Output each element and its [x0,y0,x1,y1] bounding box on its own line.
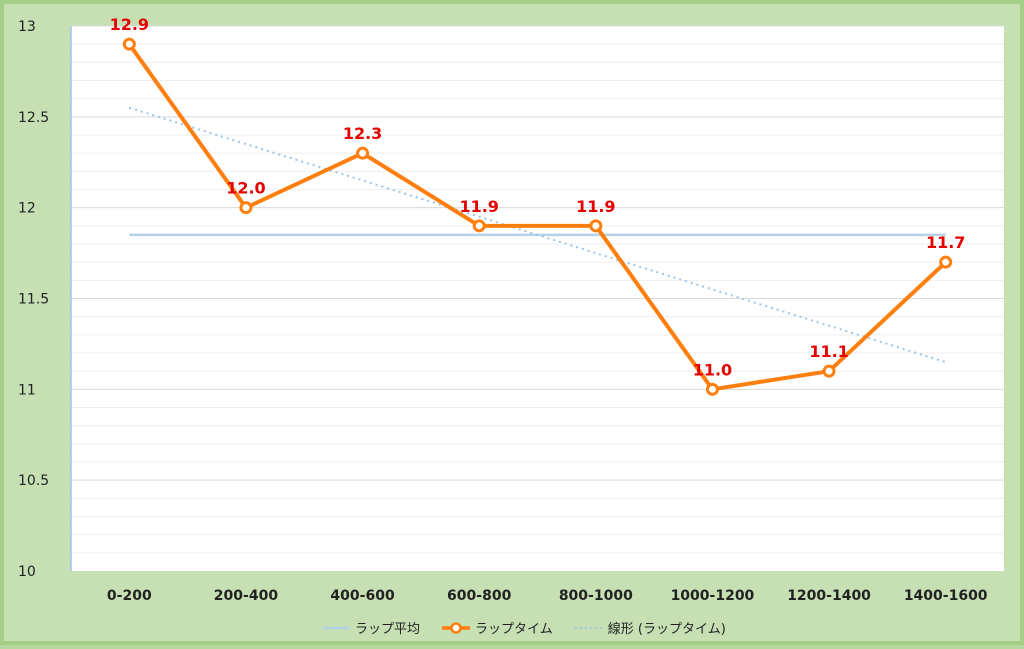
legend-label: ラップ平均 [355,622,420,637]
y-tick-label: 10.5 [18,473,49,489]
series [122,37,953,396]
data-labels: 12.9 12.0 12.3 11.9 11.9 11.0 11.1 11.7 [110,15,966,379]
x-axis-ticks: 0-200 200-400 400-600 600-800 800-1000 1000-1… [107,588,988,604]
x-tick-label: 0-200 [107,588,152,604]
data-point [356,146,370,160]
legend-item: ラップ平均 [322,622,420,637]
data-label: 11.1 [809,342,848,361]
data-point [589,219,603,233]
data-point [239,201,253,215]
data-label: 12.0 [226,179,265,198]
legend-label: ラップタイム [475,622,553,637]
y-tick-label: 10 [18,564,36,580]
data-label: 11.0 [693,360,732,379]
data-point [939,255,953,269]
x-tick-label: 800-1000 [559,588,633,604]
legend-marker [450,622,462,634]
y-tick-label: 11 [18,382,36,398]
x-tick-label: 600-800 [447,588,512,604]
legend: ラップ平均 ラップタイム 線形 (ラップタイム) [322,621,726,637]
x-tick-label: 400-600 [330,588,395,604]
data-point [705,382,719,396]
data-label: 11.7 [926,233,965,252]
y-tick-label: 12 [18,201,36,217]
data-point [822,364,836,378]
y-tick-label: 11.5 [18,292,49,308]
gridlines [71,25,1004,554]
data-label: 12.9 [110,15,149,34]
legend-item: ラップタイム [442,622,553,637]
y-axis-ticks: 10 10.5 11 11.5 12 12.5 13 [18,19,49,580]
x-tick-label: 1000-1200 [671,588,755,604]
legend-label: 線形 (ラップタイム) [608,621,726,637]
lap-time-chart: 10 10.5 11 11.5 12 12.5 13 0-200 200-400 400-600… [18,15,1004,637]
data-label: 11.9 [459,197,498,216]
series-line [129,106,946,364]
legend-item: 線形 (ラップタイム) [574,621,726,637]
data-label: 12.3 [343,124,382,143]
y-tick-label: 12.5 [18,110,49,126]
data-point [122,37,136,51]
data-label: 11.9 [576,197,615,216]
x-tick-label: 1200-1400 [787,588,871,604]
x-tick-label: 200-400 [214,588,279,604]
series-line [127,43,948,392]
y-tick-label: 13 [18,19,36,35]
data-point [472,219,486,233]
x-tick-label: 1400-1600 [904,588,988,604]
